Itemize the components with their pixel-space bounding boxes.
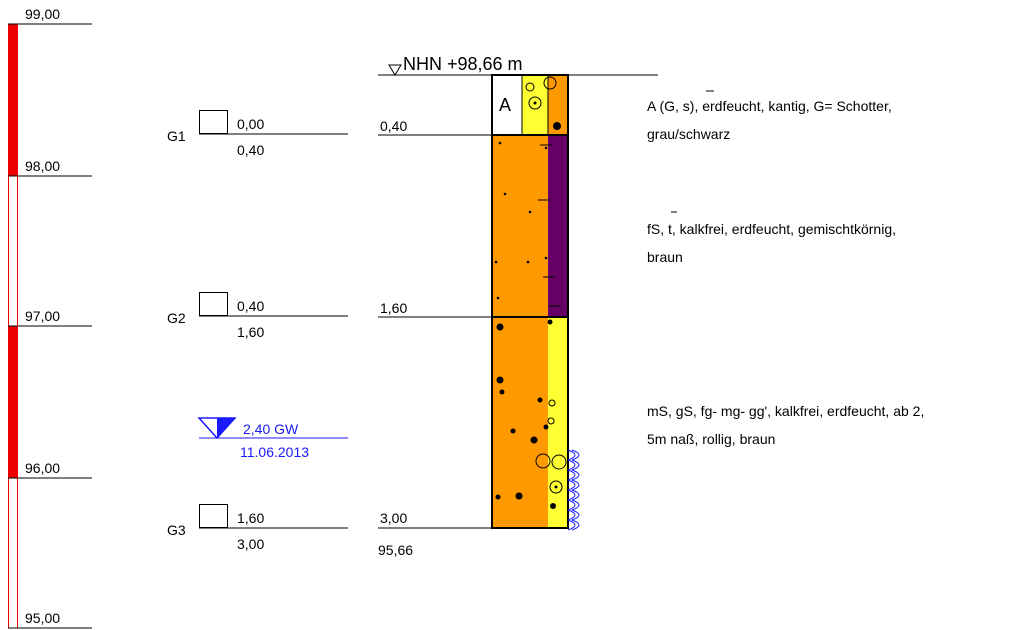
sample-g2: G2 0,40 1,60 <box>167 292 348 340</box>
gravel-symbol <box>543 76 557 90</box>
elevation-scale: 99,00 98,00 97,00 96,00 95,00 <box>8 6 92 629</box>
coarse-sand-dots <box>495 319 556 509</box>
scale-segment-98-97 <box>8 175 18 327</box>
groundwater-marker: 2,40 GW 11.06.2013 <box>197 417 348 460</box>
scale-tick-label: 95,00 <box>25 610 60 626</box>
gravel-symbol <box>553 122 561 130</box>
column-outline <box>491 74 569 529</box>
sample-top-depth: 0,40 <box>237 298 264 314</box>
layer-description-line: mS, gS, fg- mg- gg', kalkfrei, erdfeucht… <box>647 403 924 419</box>
sample-top-depth: 0,00 <box>237 116 264 132</box>
layer-boundary-label: 1,60 <box>380 300 407 316</box>
layer-description-line: grau/schwarz <box>647 126 730 142</box>
sample-g1: G1 0,00 0,40 <box>167 110 348 158</box>
ground-level: NHN +98,66 m <box>378 54 658 76</box>
sample-g3: G3 1,60 3,00 <box>167 504 348 552</box>
scale-tick-label: 96,00 <box>25 460 60 476</box>
layer1-fill-orange <box>548 75 568 135</box>
groundwater-date: 11.06.2013 <box>240 444 309 460</box>
scale-segment-97-96 <box>8 326 18 478</box>
scale-tick-label: 98,00 <box>25 158 60 174</box>
gravel-symbol <box>525 82 535 92</box>
sample-bottom-depth: 1,60 <box>237 324 264 340</box>
layer3-fill-yellow <box>548 317 568 528</box>
layer-description-line: 5m naß, rollig, braun <box>647 431 775 447</box>
groundwater-depth: 2,40 GW <box>243 421 299 437</box>
scale-segment-96-95 <box>8 477 18 629</box>
sample-id: G2 <box>167 310 186 326</box>
scale-segment-99-98 <box>8 24 18 176</box>
gravel-center <box>554 485 558 489</box>
sample-id: G3 <box>167 522 186 538</box>
sample-bottom-depth: 3,00 <box>237 536 264 552</box>
layer-description-2: fS, t, kalkfrei, erdfeucht, gemischtkörn… <box>647 211 896 265</box>
layer-description-1: A (G, s), erdfeucht, kantig, G= Schotter… <box>647 90 892 142</box>
gravel-symbol <box>528 96 542 110</box>
layer1-fill-white <box>492 75 522 135</box>
sample-bottom-depth: 0,40 <box>237 142 264 158</box>
ground-level-label: NHN +98,66 m <box>403 54 523 74</box>
layer2-fill-purple <box>548 135 568 317</box>
layer-description-3: mS, gS, fg- mg- gg', kalkfrei, erdfeucht… <box>647 403 924 447</box>
layer-description-line: fS, t, kalkfrei, erdfeucht, gemischtkörn… <box>647 221 896 237</box>
sample-top-depth: 1,60 <box>237 510 264 526</box>
scale-tick-label: 99,00 <box>25 6 60 22</box>
layer-description-line: A (G, s), erdfeucht, kantig, G= Schotter… <box>647 98 892 114</box>
wet-zone-icon <box>567 449 580 531</box>
scale-tick-label: 97,00 <box>25 308 60 324</box>
sample-box <box>199 504 228 528</box>
bottom-elevation: 95,66 <box>378 542 413 558</box>
gravel-circles <box>535 399 567 494</box>
layer-description-line: braun <box>647 249 683 265</box>
ground-level-triangle-icon <box>388 64 402 76</box>
silt-dashes <box>538 144 561 307</box>
sand-dots <box>494 141 548 300</box>
borehole-column: A <box>491 74 580 531</box>
layer-boundary-label: 3,00 <box>380 510 407 526</box>
groundwater-triangle-fill <box>217 418 235 438</box>
sample-box <box>199 292 228 316</box>
layer2-fill-orange <box>492 135 548 317</box>
layer1-fill-letter: A <box>499 95 511 115</box>
sample-box <box>199 110 228 134</box>
sample-id: G1 <box>167 128 186 144</box>
gravel-symbol <box>533 101 537 105</box>
layer-boundary-label: 0,40 <box>380 118 407 134</box>
